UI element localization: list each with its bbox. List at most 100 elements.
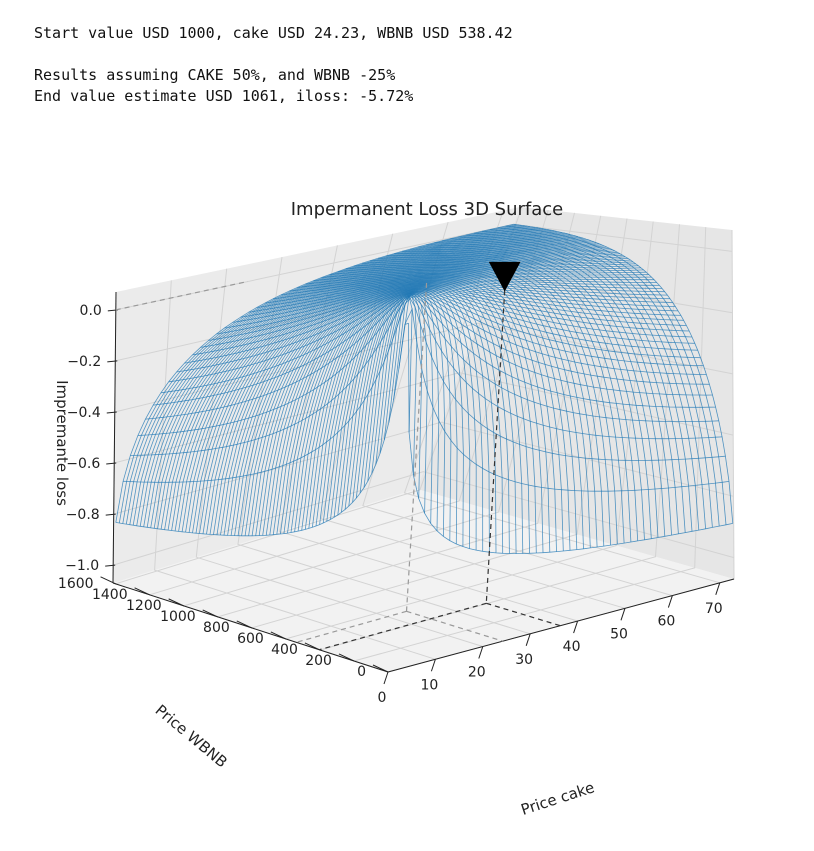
z-tick (106, 411, 117, 414)
surface-line (276, 263, 636, 535)
surface-line (195, 235, 576, 534)
surface-line (199, 236, 579, 534)
x-tick-label: 20 (468, 665, 486, 681)
x-tick-label: 70 (705, 601, 723, 617)
grid-line-z (114, 322, 733, 413)
surface-line (280, 265, 639, 535)
y-tick-label: 1000 (160, 609, 196, 625)
surface-line (283, 267, 641, 534)
x-tick (620, 608, 626, 621)
surface-line (398, 295, 726, 461)
x-tick-label: 0 (378, 690, 387, 706)
surface-line (220, 241, 594, 536)
z-tick-label: −0.8 (66, 507, 100, 523)
start-point-drop-line (405, 281, 428, 612)
surface-line (262, 256, 626, 536)
surface-line (136, 226, 530, 526)
surface-line (209, 238, 586, 535)
surface-line (125, 225, 522, 525)
markers (115, 261, 561, 651)
surface-line (272, 261, 634, 535)
y-tick (236, 620, 252, 629)
surface-line (315, 281, 665, 527)
x-tick (478, 646, 484, 659)
surface-line (359, 291, 698, 494)
y-tick (338, 653, 355, 662)
y-tick-label: 600 (237, 631, 264, 647)
y-tick (168, 598, 184, 607)
y-axis-label: Price WBNB (152, 701, 231, 771)
x-tick (383, 671, 389, 685)
z-axis-label: Impremante loss (53, 380, 71, 506)
surface-line (234, 245, 605, 536)
end-point-y-projection (319, 602, 487, 651)
surface-line (367, 292, 704, 482)
surface-line (223, 242, 597, 536)
z-tick-label: −0.6 (66, 456, 100, 472)
surface-line (167, 230, 555, 531)
surface-line (150, 227, 541, 528)
surface-line (290, 271, 647, 533)
end-point-drop-line (485, 290, 506, 604)
surface-line (122, 224, 520, 524)
surface-line (352, 289, 693, 503)
z-tick-label: −0.4 (67, 405, 101, 421)
grid-line-x (403, 210, 720, 584)
y-tick (304, 642, 321, 651)
grid-line-y (217, 215, 602, 618)
y-tick-label: 1400 (92, 587, 128, 603)
surface-line (355, 290, 695, 499)
y-tick (270, 631, 287, 640)
z-tick-label: 0.0 (80, 303, 102, 319)
z-tick-label: −1.0 (65, 558, 99, 574)
surface-line (371, 293, 707, 474)
grid-line-x (237, 257, 531, 635)
surface-line (383, 294, 716, 440)
surface-line (258, 254, 623, 536)
x-tick (715, 582, 721, 595)
surface-line (188, 234, 571, 533)
surface-line (393, 296, 723, 440)
surface-line (297, 275, 652, 532)
x-tick-label: 10 (420, 677, 438, 693)
surface-wireframe (115, 223, 734, 555)
floor-pane (113, 489, 734, 672)
surface-line (206, 237, 584, 535)
zero-level-reference-line (115, 280, 248, 311)
end-point-x-projection (486, 602, 561, 627)
surface-line (301, 277, 655, 531)
surface-line (146, 227, 539, 528)
surface-line (337, 287, 681, 516)
grid-line-y (251, 218, 628, 629)
surface-line (255, 253, 621, 536)
surface-line (178, 232, 563, 532)
y-tick-label: 0 (357, 664, 366, 680)
surface-line (348, 289, 690, 507)
surface-line (237, 246, 607, 536)
x-tick-label: 60 (657, 614, 675, 630)
surface-line (251, 251, 618, 536)
y-tick (202, 609, 218, 618)
surface-line (248, 250, 615, 536)
surface-line (408, 323, 733, 555)
surface-line (287, 269, 644, 534)
surface-line (269, 259, 631, 536)
z-tick (106, 462, 117, 465)
surface-line (344, 288, 687, 510)
surface-line (333, 286, 679, 518)
grid-line-z (113, 421, 734, 515)
z-tick-label: −0.2 (67, 354, 101, 370)
surface-line (202, 237, 581, 534)
surface-line (164, 229, 552, 530)
surface-line (115, 223, 514, 523)
surface-line (326, 284, 673, 522)
output-line-assumption: Results assuming CAKE 50%, and WBNB -25% (34, 66, 396, 84)
y-tick (134, 587, 150, 596)
surface-line (192, 234, 573, 533)
end-point-marker (488, 261, 521, 292)
surface-line (375, 293, 710, 465)
y-tick-label: 800 (203, 620, 230, 636)
output-line-start: Start value USD 1000, cake USD 24.23, WB… (34, 24, 513, 42)
x-axis-line (387, 578, 735, 673)
